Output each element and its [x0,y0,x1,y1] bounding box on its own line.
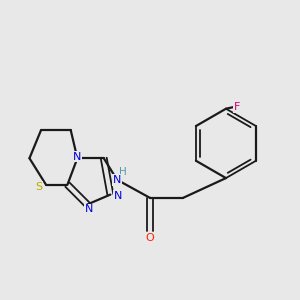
Text: N: N [113,175,121,185]
Text: F: F [234,102,241,112]
Text: H: H [119,167,127,178]
Text: O: O [146,233,154,243]
Text: N: N [73,152,81,162]
Text: N: N [113,191,122,201]
Text: N: N [85,204,93,214]
Text: S: S [35,182,42,192]
